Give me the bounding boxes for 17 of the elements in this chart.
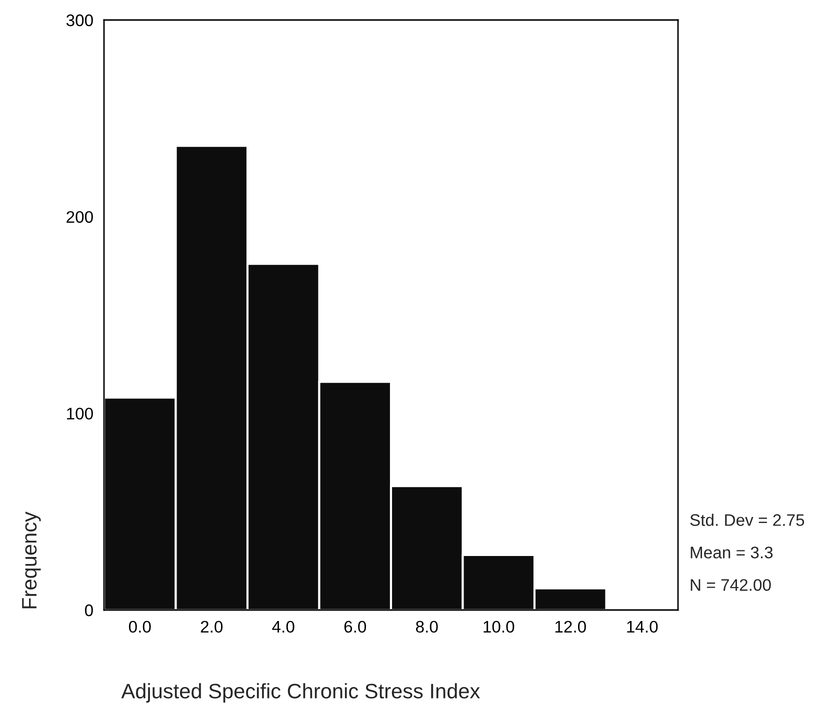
y-tick-label: 100: [67, 408, 93, 420]
y-tick-label: 200: [66, 211, 93, 223]
x-tick-label: 12.0: [555, 620, 586, 633]
x-tick-label: 2.0: [200, 620, 223, 633]
x-tick-label: 6.0: [344, 620, 366, 633]
y-axis-title: Frequency: [22, 512, 41, 608]
y-tick-label: 0: [84, 604, 93, 616]
x-tick-label: 0.0: [128, 620, 151, 633]
x-tick-label: 8.0: [416, 620, 438, 633]
text: Mean = 3.3: [690, 546, 773, 558]
x-axis-title: Adjusted Specific Chronic Stress Index: [121, 683, 480, 703]
y-tick-label: 300: [66, 14, 93, 26]
text: N = 742.00: [690, 579, 771, 591]
text: Std. Dev = 2.75: [690, 514, 804, 526]
x-tick-label: 10.0: [484, 620, 514, 633]
x-tick-label: 4.0: [272, 620, 294, 633]
x-tick-label: 14.0: [627, 620, 658, 633]
